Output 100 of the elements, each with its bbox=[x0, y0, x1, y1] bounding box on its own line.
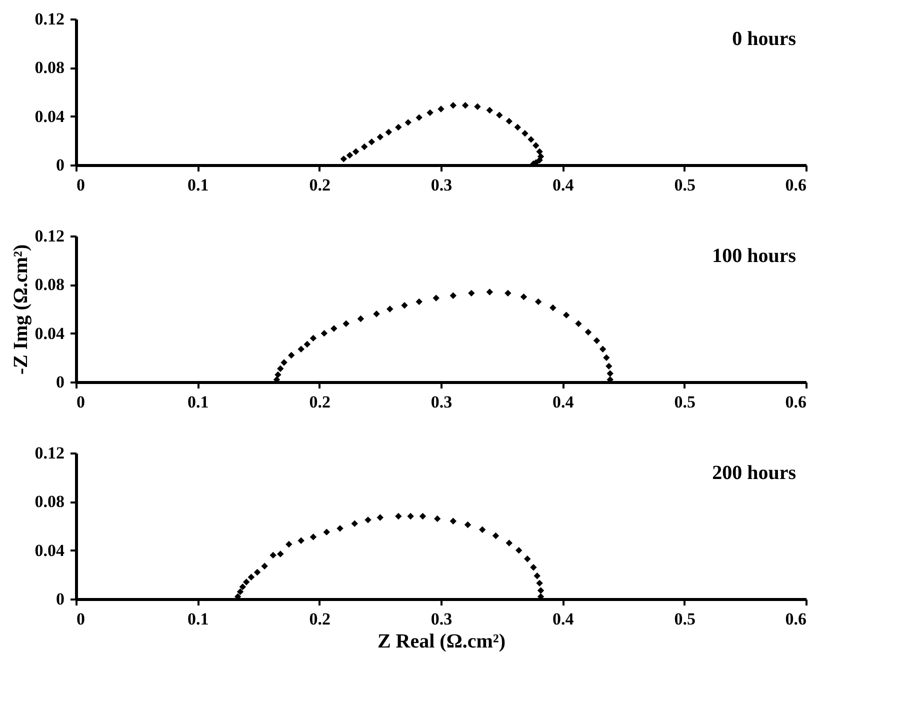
y-tick-label: 0 bbox=[56, 590, 64, 608]
point bbox=[386, 306, 394, 312]
point bbox=[239, 583, 246, 590]
point bbox=[537, 587, 544, 594]
point bbox=[462, 102, 469, 109]
x-tick-label: 0.5 bbox=[674, 392, 696, 412]
point bbox=[506, 118, 512, 125]
x-tick-label: 0 bbox=[76, 176, 85, 194]
point bbox=[364, 516, 372, 524]
point bbox=[385, 128, 392, 136]
point bbox=[450, 292, 457, 299]
point bbox=[432, 294, 440, 302]
point bbox=[496, 112, 503, 118]
x-tick-label: 0 bbox=[76, 610, 85, 628]
point bbox=[486, 288, 494, 296]
point bbox=[438, 106, 444, 112]
x-tick-label: 0.3 bbox=[430, 610, 452, 628]
x-tick-label: 0.6 bbox=[785, 392, 806, 412]
point bbox=[395, 512, 402, 520]
point bbox=[330, 325, 338, 332]
point bbox=[562, 312, 570, 318]
x-tick-label: 0.2 bbox=[309, 176, 330, 194]
point bbox=[450, 518, 457, 524]
point bbox=[274, 371, 282, 378]
point bbox=[532, 142, 540, 149]
point bbox=[534, 298, 542, 306]
annotation: 200 hours bbox=[712, 462, 796, 484]
x-tick-label: 0.5 bbox=[674, 176, 696, 194]
y-tick-label: 0.12 bbox=[34, 10, 64, 28]
point bbox=[504, 290, 512, 297]
y-tick-label: 0.04 bbox=[34, 324, 65, 343]
point bbox=[506, 540, 512, 546]
point bbox=[603, 354, 610, 362]
point bbox=[373, 310, 380, 318]
x-tick-label: 0.3 bbox=[430, 392, 452, 412]
x-tick-label: 0 bbox=[76, 392, 85, 412]
point bbox=[248, 574, 255, 580]
point bbox=[492, 532, 500, 540]
x-tick-label: 0.1 bbox=[188, 610, 209, 628]
point bbox=[450, 102, 457, 109]
point bbox=[486, 106, 494, 114]
point bbox=[404, 119, 412, 126]
point bbox=[534, 572, 540, 580]
point bbox=[357, 315, 364, 322]
point bbox=[536, 148, 543, 155]
point bbox=[277, 365, 284, 372]
point bbox=[528, 136, 534, 143]
point bbox=[368, 138, 376, 146]
point bbox=[599, 346, 606, 353]
point bbox=[416, 114, 422, 121]
point bbox=[401, 302, 408, 309]
point bbox=[464, 521, 472, 528]
point bbox=[310, 334, 317, 342]
x-axis-title: Z Real (Ω.cm²) bbox=[377, 630, 506, 652]
y-tick-label: 0.08 bbox=[34, 58, 64, 78]
point bbox=[261, 562, 268, 570]
x-tick-label: 0.3 bbox=[430, 176, 452, 194]
point bbox=[254, 568, 261, 576]
point bbox=[376, 514, 384, 521]
point bbox=[606, 362, 612, 370]
point bbox=[395, 124, 402, 131]
annotation: 0 hours bbox=[732, 28, 796, 50]
x-tick-label: 0.5 bbox=[674, 610, 696, 628]
x-tick-label: 0.1 bbox=[188, 392, 209, 412]
y-tick-label: 0.08 bbox=[34, 275, 64, 294]
point bbox=[426, 109, 434, 116]
point bbox=[416, 298, 422, 306]
point bbox=[346, 152, 354, 159]
x-tick-label: 0.2 bbox=[309, 392, 330, 412]
point bbox=[516, 546, 522, 554]
point bbox=[419, 512, 426, 520]
point bbox=[298, 537, 304, 544]
point bbox=[360, 143, 368, 150]
x-tick-label: 0.1 bbox=[188, 176, 209, 194]
point bbox=[575, 320, 582, 327]
point bbox=[286, 540, 292, 548]
x-tick-label: 0.4 bbox=[552, 392, 574, 412]
point bbox=[288, 352, 295, 359]
x-tick-label: 0.2 bbox=[309, 610, 330, 628]
point bbox=[474, 103, 481, 110]
point bbox=[434, 515, 441, 522]
x-tick-label: 0.6 bbox=[785, 610, 806, 628]
x-tick-label: 0.4 bbox=[552, 610, 574, 628]
x-tick-label: 0.4 bbox=[552, 176, 574, 194]
point bbox=[376, 134, 384, 140]
point bbox=[407, 512, 414, 520]
point bbox=[298, 346, 304, 353]
point bbox=[320, 330, 328, 337]
y-tick-label: 0 bbox=[56, 372, 64, 392]
point bbox=[536, 580, 543, 587]
point bbox=[522, 130, 528, 137]
point bbox=[584, 328, 592, 336]
point bbox=[336, 525, 344, 532]
point bbox=[550, 304, 556, 312]
y-tick-label: 0.04 bbox=[34, 106, 65, 126]
y-tick-label: 0.12 bbox=[34, 226, 64, 246]
y-axis-title: -Z Img (Ω.cm²) bbox=[10, 244, 32, 375]
point bbox=[352, 148, 360, 155]
point bbox=[468, 290, 475, 297]
point bbox=[524, 555, 531, 562]
